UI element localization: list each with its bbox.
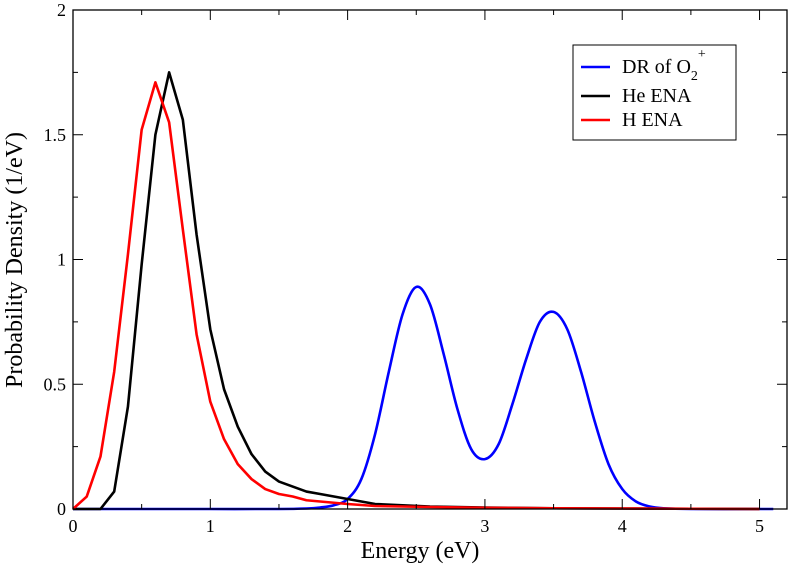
curves [72,71,774,511]
series-line-dr-of-o2- [72,285,774,511]
legend-label: He ENA [622,85,692,107]
y-tick-label: 1.5 [44,125,67,145]
x-tick-label: 2 [343,516,352,536]
series-line-h-ena [72,81,760,511]
x-axis-label: Energy (eV) [361,538,480,564]
legend-label: H ENA [622,109,683,131]
y-tick-label: 2 [57,0,66,20]
x-tick-label: 0 [69,516,78,536]
x-tick-label: 3 [480,516,489,536]
y-tick-label: 0 [57,499,66,519]
x-tick-label: 4 [618,516,627,536]
x-tick-label: 1 [206,516,215,536]
y-tick-label: 1 [57,250,66,270]
y-axis-label: Probability Density (1/eV) [2,132,28,388]
legend-label: DR of O2+ [622,47,706,84]
y-tick-labels: 0 0.5 1 1.5 2 [44,0,67,519]
legend-box [572,44,737,141]
x-tick-label: 5 [755,516,764,536]
y-tick-label: 0.5 [44,374,67,394]
x-tick-labels: 0 1 2 3 4 5 [69,516,765,536]
axis-ticks [72,9,787,510]
